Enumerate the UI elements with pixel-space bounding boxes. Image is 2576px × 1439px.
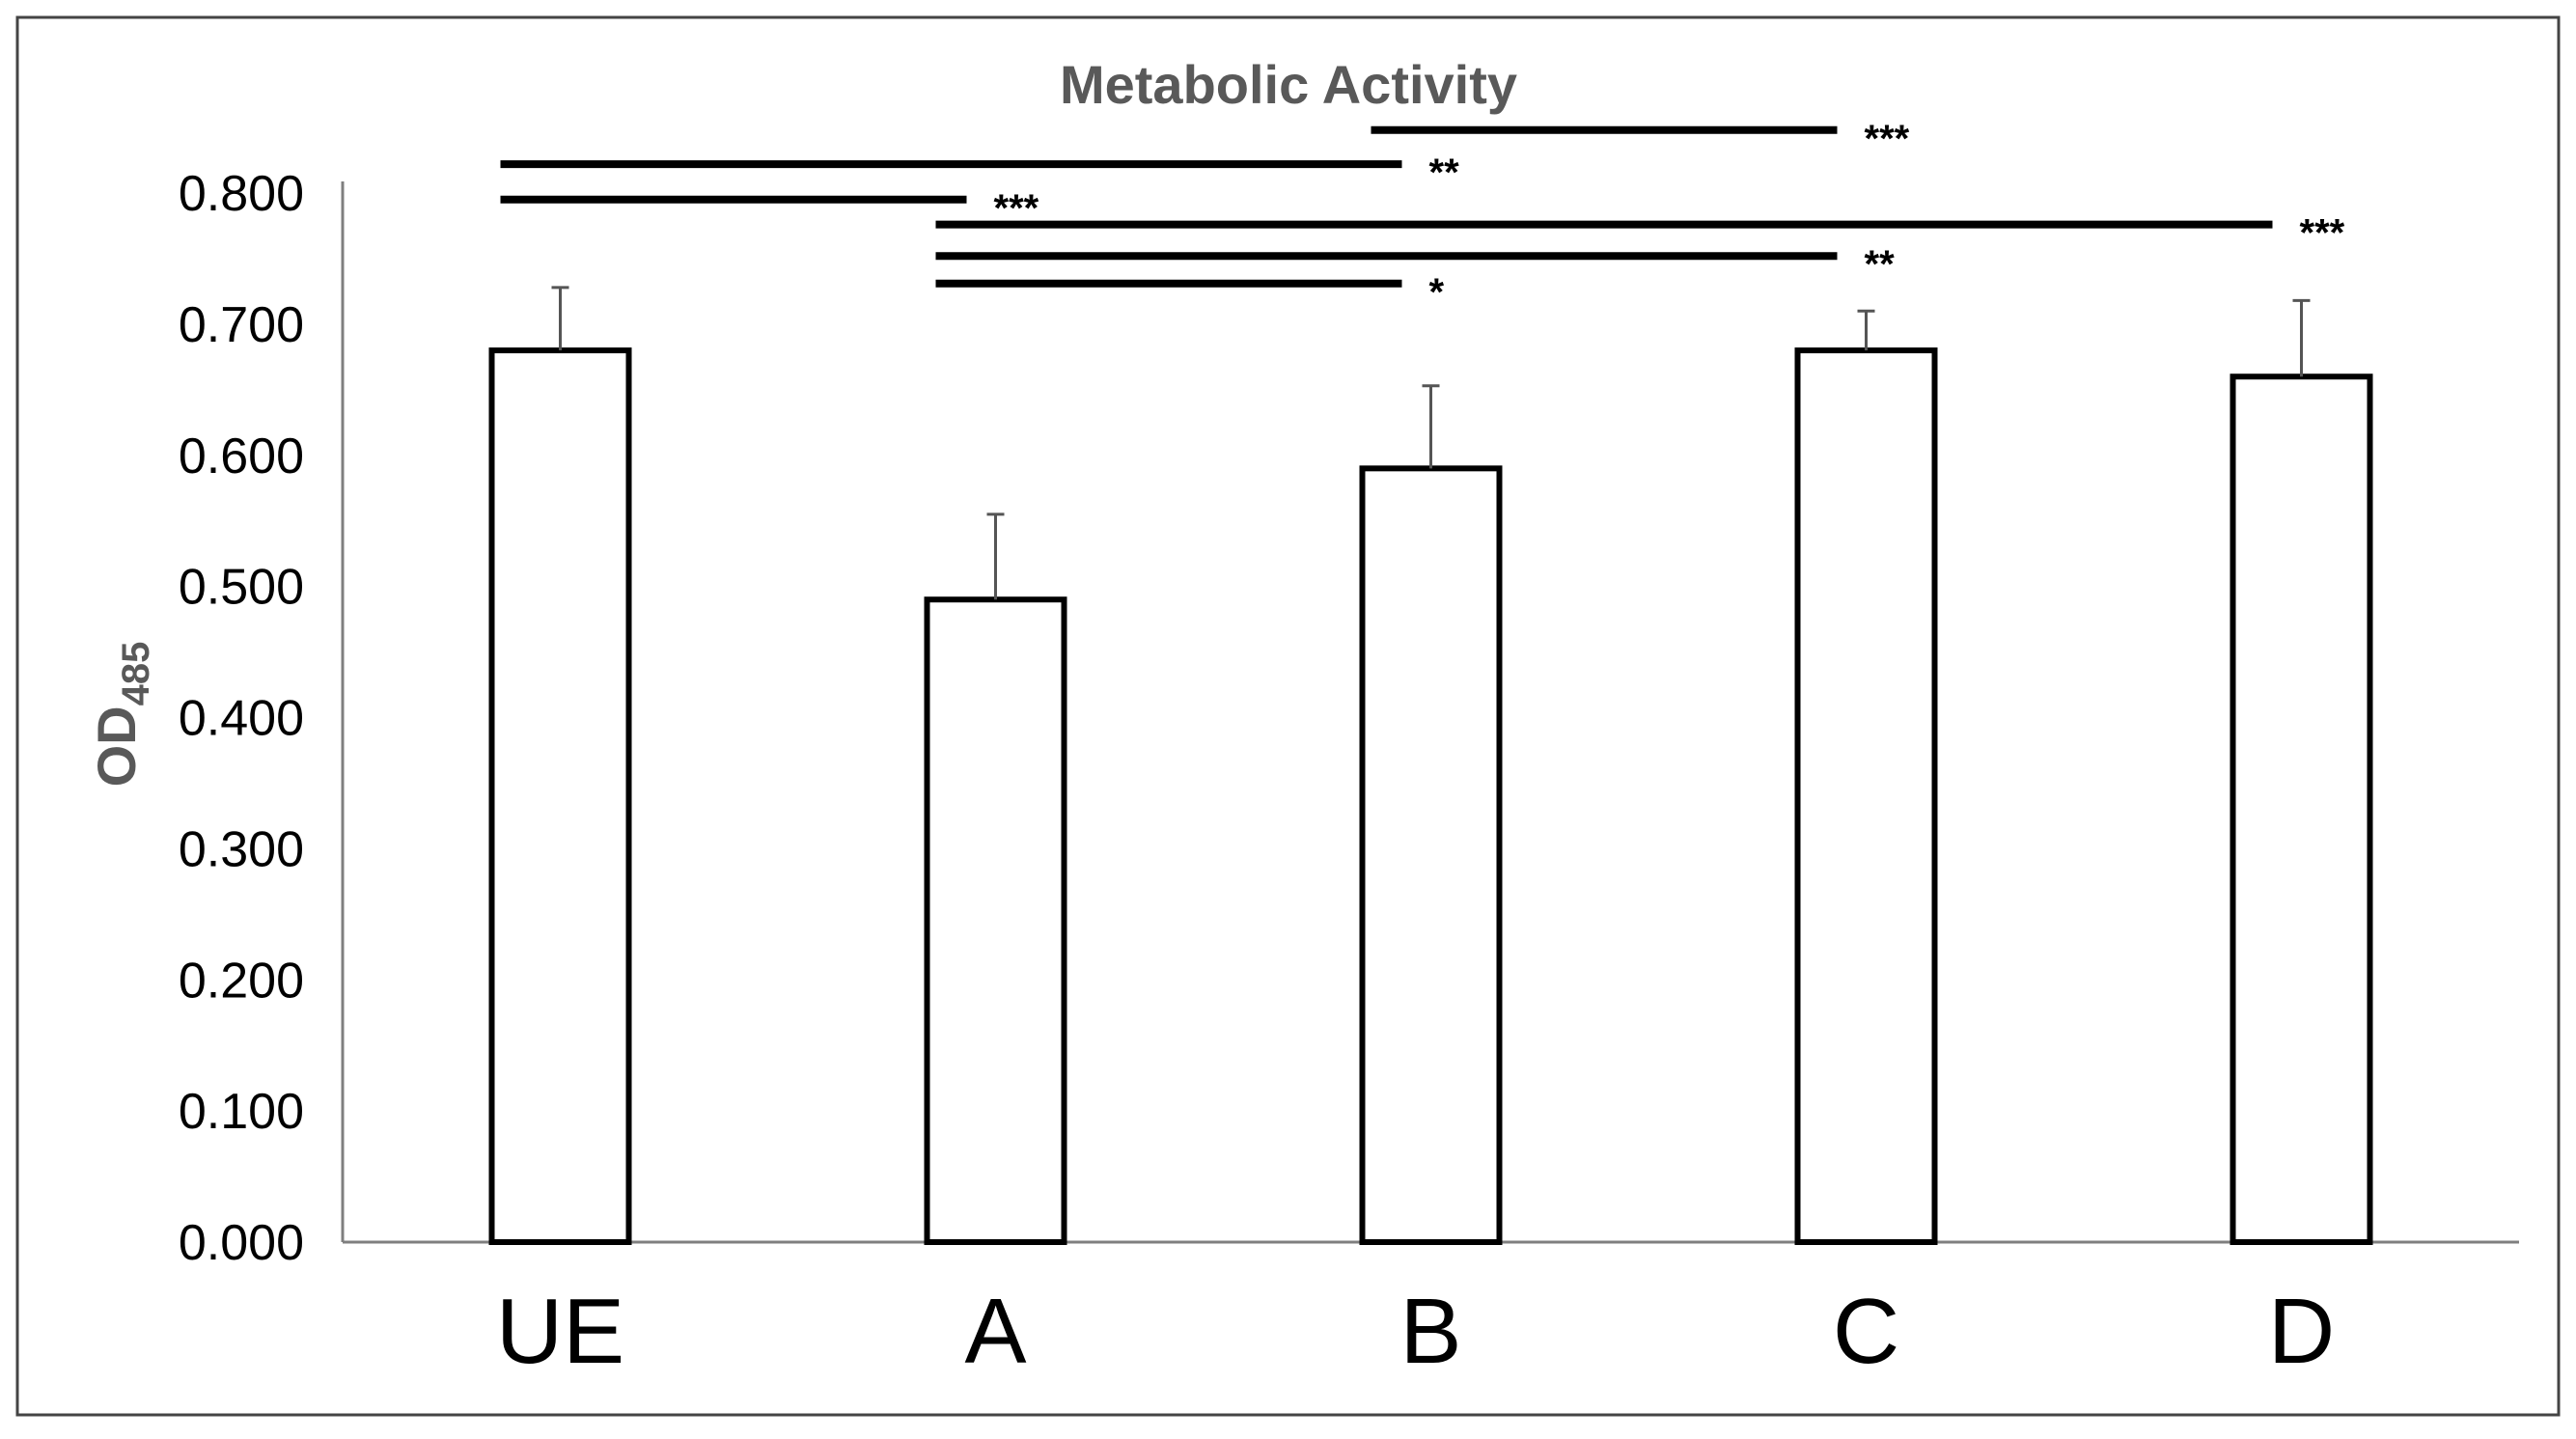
y-tick-label: 0.600 <box>179 429 304 484</box>
y-axis-label-text: OD485 <box>86 642 157 788</box>
x-axis-labels: UE A B C D <box>496 1280 2335 1383</box>
y-tick-label: 0.100 <box>179 1084 304 1140</box>
x-tick-label-ue: UE <box>496 1280 624 1383</box>
bar-c <box>1794 347 1938 1245</box>
x-tick-label-d: D <box>2268 1280 2335 1383</box>
bars <box>488 347 2373 1246</box>
y-tick-label: 0.500 <box>179 560 304 616</box>
x-tick-label-b: B <box>1399 1280 1461 1383</box>
y-axis-label-main: OD <box>86 706 147 787</box>
bar-b <box>1359 465 1503 1245</box>
y-tick-label: 0.000 <box>179 1215 304 1271</box>
figure-frame <box>15 15 2561 1417</box>
y-axis-ticks: 0.000 0.100 0.200 0.300 0.400 0.500 0.600 0.700… <box>179 166 304 1271</box>
y-tick-label: 0.300 <box>179 821 304 877</box>
y-tick-label: 0.200 <box>179 953 304 1009</box>
significance-label-ue-b: ** <box>1429 152 1460 194</box>
bar-ue <box>488 347 632 1245</box>
significance-label-a-b: * <box>1429 271 1445 314</box>
bar-d <box>2230 374 2373 1246</box>
y-tick-label: 0.400 <box>179 691 304 747</box>
bar-a <box>924 596 1067 1245</box>
significance-brackets: ************** <box>500 118 2345 314</box>
x-tick-label-c: C <box>1833 1280 1899 1383</box>
y-tick-label: 0.800 <box>179 166 304 222</box>
y-tick-label: 0.700 <box>179 297 304 353</box>
chart-title: Metabolic Activity <box>1060 54 1517 115</box>
error-bars <box>551 286 2311 600</box>
significance-label-a-c: ** <box>1865 243 1896 286</box>
y-axis-label: OD485 <box>86 642 157 788</box>
significance-label-b-c: *** <box>1865 118 1910 160</box>
y-axis-label-subscript: 485 <box>115 642 157 706</box>
x-tick-label-a: A <box>964 1280 1026 1383</box>
significance-label-a-d: *** <box>2300 212 2345 255</box>
